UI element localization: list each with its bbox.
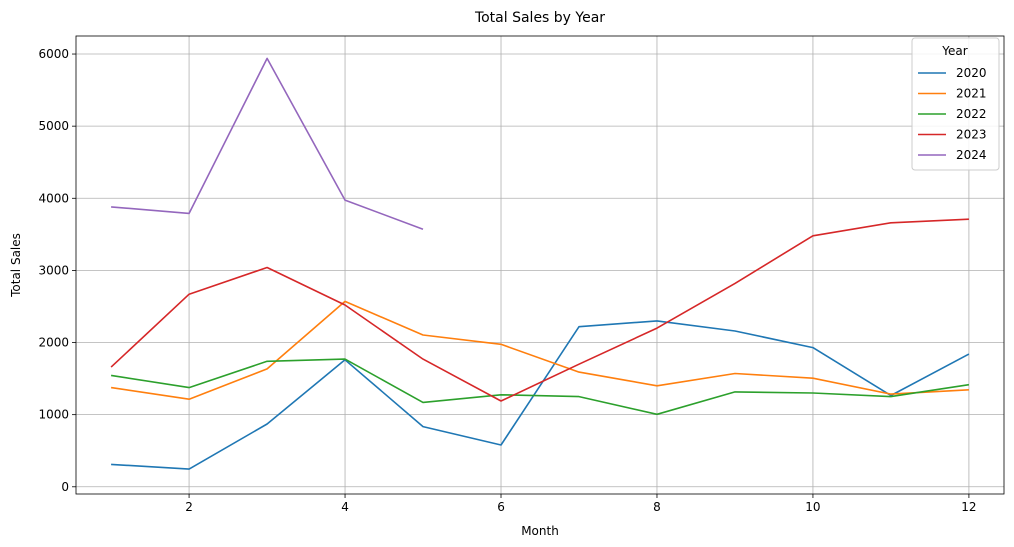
x-tick-label: 10 xyxy=(805,500,820,514)
y-tick-label: 6000 xyxy=(38,47,69,61)
x-axis-label: Month xyxy=(521,524,559,538)
y-tick-label: 3000 xyxy=(38,263,69,277)
legend: Year 2020 2021 2022 2023 2024 xyxy=(911,37,1000,171)
y-tick-label: 2000 xyxy=(38,336,69,350)
series-line-2023 xyxy=(110,218,969,402)
legend-box xyxy=(911,37,1000,171)
x-tick-label: 2 xyxy=(185,500,193,514)
series-line-2020 xyxy=(111,320,970,470)
y-tick-label: 1000 xyxy=(38,408,69,422)
legend-label-2024: 2024 xyxy=(956,148,987,162)
legend-label-2022: 2022 xyxy=(956,107,987,121)
x-tick-label: 4 xyxy=(341,500,349,514)
legend-label-2021: 2021 xyxy=(956,87,987,101)
series-line-2021 xyxy=(110,300,969,401)
series-line-2024 xyxy=(111,57,424,231)
axis-ticks: 2 4 6 8 10 12 0 1000 2000 3000 4000 5000 6000 xyxy=(38,47,976,514)
legend-entries: 2020 2021 2022 2023 2024 xyxy=(918,66,987,162)
y-tick-label: 5000 xyxy=(38,119,69,133)
chart-title: Total Sales by Year xyxy=(474,10,605,26)
plot-frame xyxy=(75,35,1005,495)
x-tick-label: 6 xyxy=(497,500,505,514)
legend-label-2023: 2023 xyxy=(956,128,987,142)
series-line-2022 xyxy=(110,358,970,416)
legend-label-2020: 2020 xyxy=(956,66,987,80)
y-tick-label: 4000 xyxy=(38,191,69,205)
series-lines xyxy=(110,57,970,470)
y-axis-label: Total Sales xyxy=(9,233,23,298)
x-tick-label: 12 xyxy=(961,500,976,514)
x-tick-label: 8 xyxy=(653,500,661,514)
legend-title: Year xyxy=(941,44,967,58)
y-tick-label: 0 xyxy=(61,480,69,494)
